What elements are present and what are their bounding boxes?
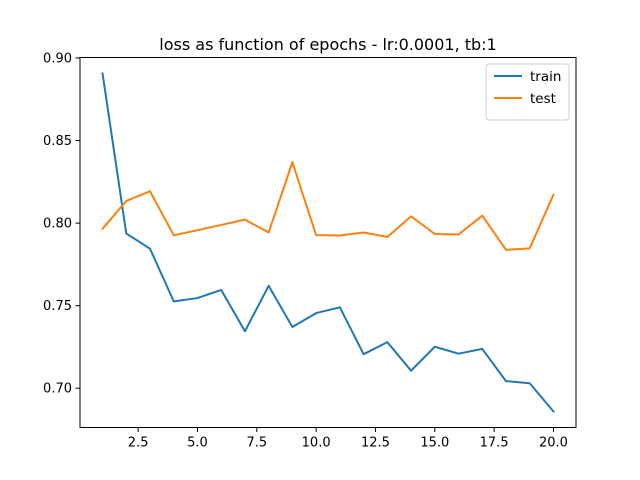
legend: train test	[485, 63, 570, 121]
y-tick-label: 0.90	[43, 51, 72, 66]
chart-title: loss as function of epochs - lr:0.0001, …	[159, 35, 496, 54]
plot-area-frame	[79, 57, 577, 428]
x-tick-label: 5.0	[187, 436, 208, 451]
legend-label-test: test	[530, 91, 556, 107]
x-tick-label: 15.0	[420, 436, 449, 451]
x-tick-label: 10.0	[302, 436, 331, 451]
y-tick-label: 0.85	[43, 134, 72, 149]
x-tick-label: 2.5	[128, 436, 149, 451]
x-tick-label: 20.0	[539, 436, 568, 451]
legend-box	[485, 63, 570, 121]
y-tick-label: 0.70	[43, 382, 72, 397]
series-line-test	[101, 161, 555, 251]
legend-label-train: train	[530, 69, 561, 85]
x-tick-label: 7.5	[246, 436, 267, 451]
series-line-train	[101, 72, 555, 413]
series-lines	[101, 72, 555, 413]
y-tick-label: 0.80	[43, 217, 72, 232]
x-tick-label: 17.5	[480, 436, 509, 451]
x-tick-label: 12.5	[361, 436, 390, 451]
y-axis-ticks: 0.70 0.75 0.80 0.85 0.90	[43, 51, 80, 397]
x-axis-ticks: 2.5 5.0 7.5 10.0 12.5 15.0 17.5 20.0	[128, 427, 568, 451]
y-tick-label: 0.75	[43, 299, 72, 314]
